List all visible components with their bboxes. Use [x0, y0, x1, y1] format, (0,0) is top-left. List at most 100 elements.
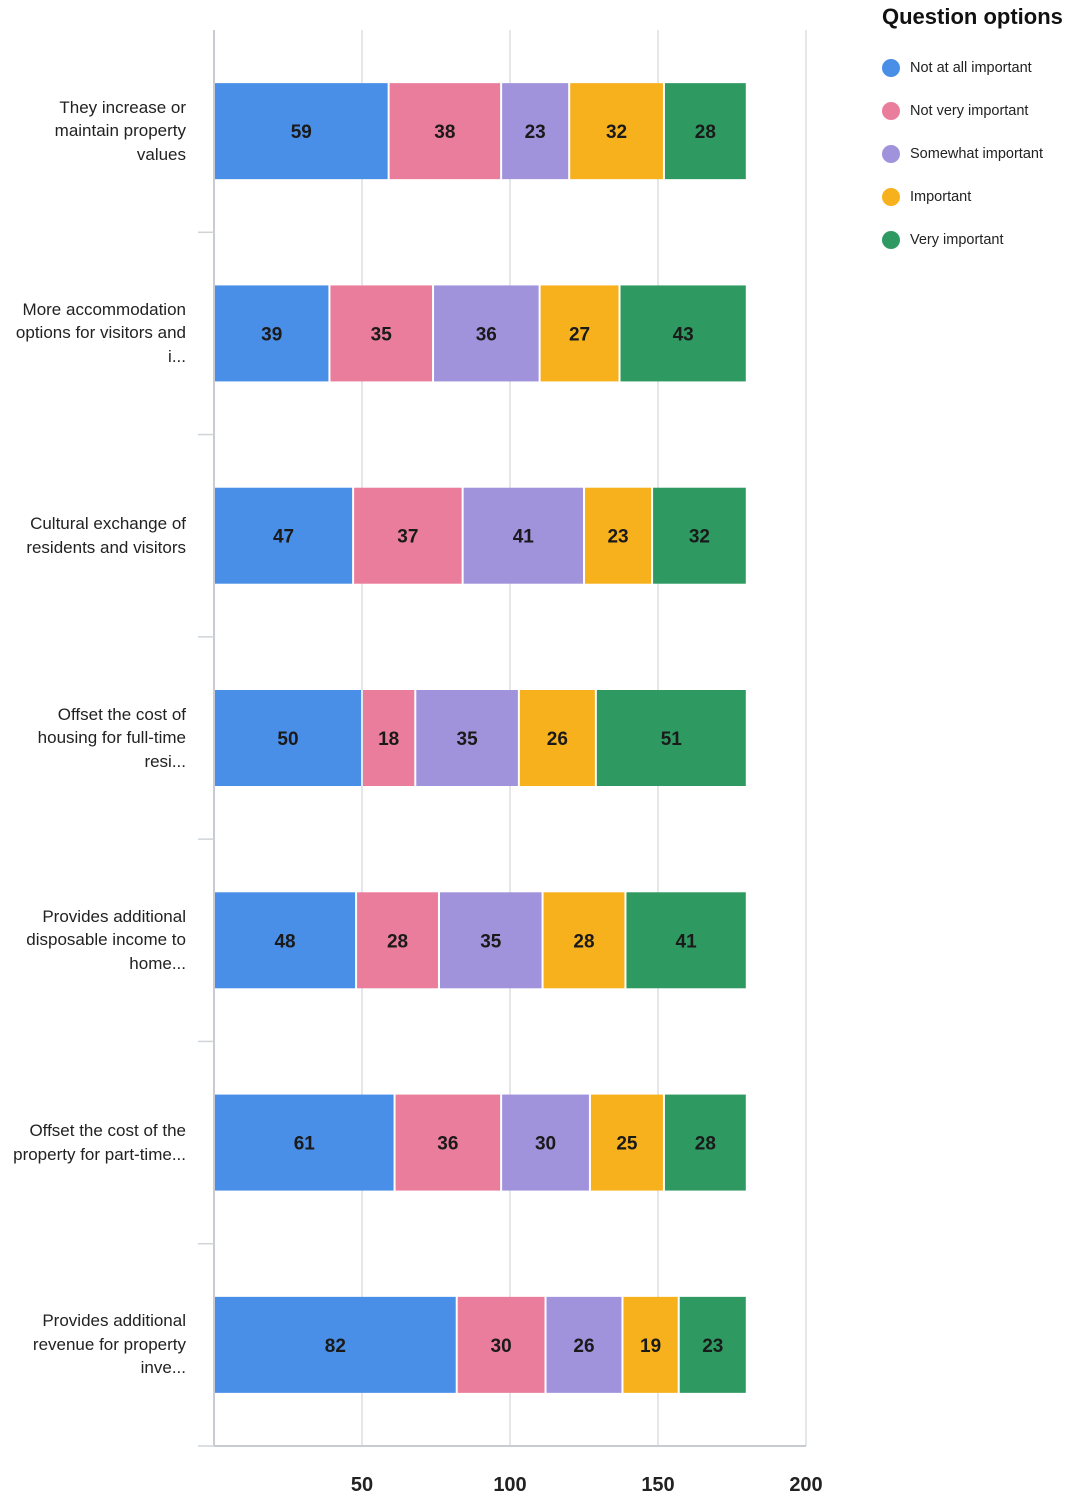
bar-value-label: 35	[457, 729, 479, 750]
legend-item[interactable]: Important	[882, 175, 1070, 218]
bar-segment	[596, 690, 746, 786]
bar-segment	[215, 83, 388, 180]
legend-items: Not at all important Not very important So…	[882, 46, 1070, 261]
bar-segment	[543, 892, 625, 989]
bar-segment	[664, 83, 746, 180]
bar-value-label: 37	[397, 527, 418, 548]
category-label: More accommodation options for visitors …	[15, 299, 186, 366]
legend-swatch	[882, 230, 900, 249]
bar-segment	[215, 892, 356, 989]
bar-segment	[585, 487, 652, 584]
bar-value-label: 23	[525, 122, 546, 143]
bar-value-label: 32	[606, 122, 627, 143]
bar-value-label: 36	[437, 1134, 458, 1155]
bar-segment	[519, 690, 595, 786]
bar-segment	[546, 1296, 622, 1393]
bar-segment	[357, 892, 438, 989]
legend-title: Question options	[882, 4, 1063, 29]
bar-segment	[590, 1094, 663, 1191]
legend-swatch	[882, 187, 900, 206]
bar-value-label: 43	[673, 324, 694, 345]
legend-swatch	[882, 144, 900, 163]
bar-segment	[439, 892, 542, 989]
bar-value-label: 38	[434, 122, 455, 143]
bar-segment	[679, 1296, 746, 1393]
legend-label: Very important	[910, 231, 1004, 248]
legend-item[interactable]: Not at all important	[882, 46, 1070, 89]
x-tick-label: 150	[641, 1474, 674, 1496]
bar-value-label: 51	[661, 729, 683, 750]
bar-segment	[570, 83, 663, 180]
bar-value-label: 47	[273, 527, 294, 548]
legend-label: Not very important	[910, 102, 1029, 119]
bar-value-label: 23	[607, 527, 628, 548]
legend-swatch	[882, 58, 900, 77]
bar-value-label: 32	[689, 527, 710, 548]
bar-segment	[215, 1296, 456, 1393]
bar-value-label: 39	[261, 324, 282, 345]
x-tick-label: 100	[493, 1474, 526, 1496]
bar-segment	[215, 690, 361, 786]
category-label: They increase or maintain property value…	[54, 97, 186, 164]
legend-swatch	[882, 101, 900, 120]
legend-item[interactable]: Very important	[882, 218, 1070, 261]
bar-value-label: 35	[371, 324, 393, 345]
bar-value-label: 36	[476, 324, 497, 345]
x-tick-label: 50	[351, 1474, 373, 1496]
bar-value-label: 50	[277, 729, 298, 750]
bar-segment	[416, 690, 518, 786]
bar-value-label: 19	[640, 1336, 661, 1357]
bar-value-label: 28	[387, 931, 408, 952]
bar-value-label: 26	[547, 729, 568, 750]
bar-value-label: 48	[274, 931, 295, 952]
legend-label: Not at all important	[910, 59, 1032, 76]
bar-segment	[502, 1094, 589, 1191]
legend: Question options Not at all important Not…	[882, 4, 1070, 261]
bar-value-label: 41	[676, 931, 698, 952]
bar-value-label: 26	[573, 1336, 594, 1357]
legend-item[interactable]: Somewhat important	[882, 132, 1070, 175]
bar-value-label: 23	[702, 1336, 723, 1357]
bar-segment	[363, 690, 415, 786]
bar-segment	[354, 487, 462, 584]
bar-segment	[623, 1296, 678, 1393]
category-label: Provides additional revenue for property…	[32, 1311, 186, 1378]
bar-value-label: 28	[695, 122, 716, 143]
bar-segment	[502, 83, 569, 180]
bar-segment	[215, 1094, 394, 1191]
bar-segment	[434, 285, 539, 382]
bar-value-label: 30	[535, 1134, 556, 1155]
bar-segment	[463, 487, 583, 584]
legend-label: Important	[910, 188, 972, 205]
legend-label: Somewhat important	[910, 145, 1043, 162]
category-label: Offset the cost of housing for full-time…	[37, 704, 186, 771]
bar-segment	[620, 285, 746, 382]
bar-segment	[540, 285, 619, 382]
bar-segment	[215, 487, 353, 584]
bar-value-label: 25	[616, 1134, 638, 1155]
category-label: Cultural exchange of residents and visit…	[26, 514, 186, 557]
legend-item[interactable]: Not very important	[882, 89, 1070, 132]
category-label: Offset the cost of the property for part…	[13, 1121, 186, 1164]
bar-segment	[664, 1094, 746, 1191]
bar-segment	[389, 83, 501, 180]
bar-segment	[330, 285, 433, 382]
bar-value-label: 41	[513, 527, 535, 548]
bar-value-label: 18	[378, 729, 399, 750]
bar-value-label: 30	[491, 1336, 512, 1357]
bar-value-label: 61	[294, 1134, 316, 1155]
x-tick-label: 200	[789, 1474, 822, 1496]
bar-segment	[395, 1094, 501, 1191]
bar-value-label: 28	[573, 931, 594, 952]
bar-segment	[626, 892, 746, 989]
bar-segment	[457, 1296, 545, 1393]
bar-value-label: 59	[291, 122, 312, 143]
bar-value-label: 28	[695, 1134, 716, 1155]
bar-value-label: 82	[325, 1336, 346, 1357]
bar-value-label: 27	[569, 324, 590, 345]
category-label: Provides additional disposable income to…	[26, 906, 186, 973]
bar-segment	[215, 285, 329, 382]
bar-value-label: 35	[480, 931, 502, 952]
bar-segment	[653, 487, 746, 584]
